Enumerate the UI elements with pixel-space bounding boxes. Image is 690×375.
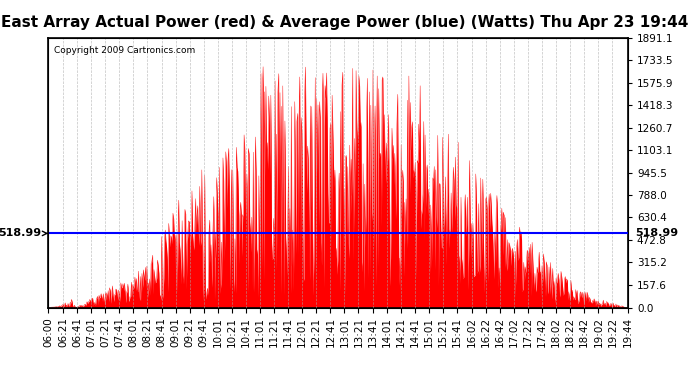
Text: 518.99: 518.99 [0, 228, 47, 238]
Text: Copyright 2009 Cartronics.com: Copyright 2009 Cartronics.com [54, 46, 195, 55]
Text: East Array Actual Power (red) & Average Power (blue) (Watts) Thu Apr 23 19:44: East Array Actual Power (red) & Average … [1, 15, 689, 30]
Text: 518.99: 518.99 [635, 228, 678, 238]
